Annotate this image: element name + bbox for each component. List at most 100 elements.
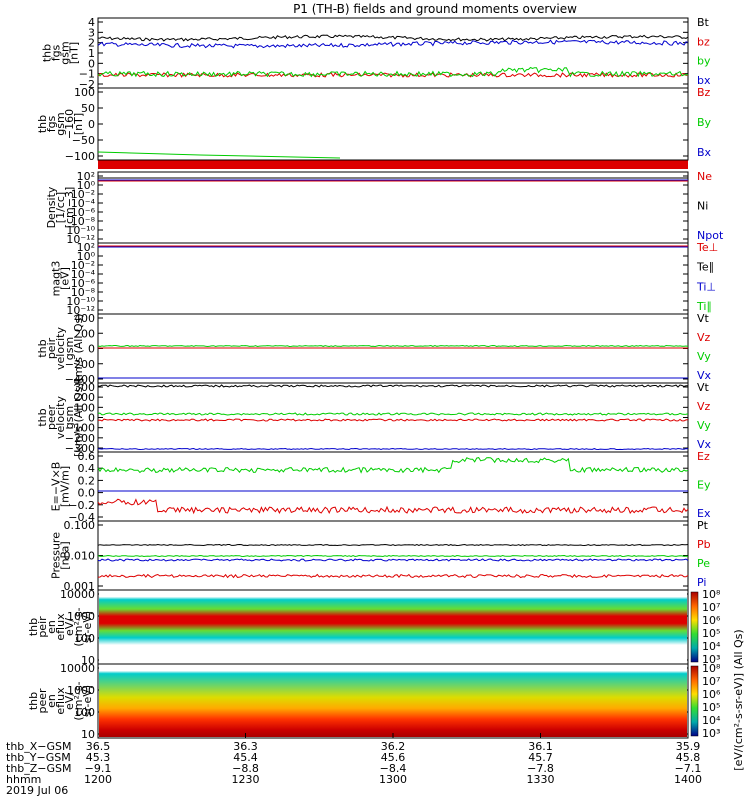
y-axis-label: [nT]	[68, 42, 81, 64]
x-tick-label: 36.3	[233, 740, 258, 753]
colorbar-tick: 10⁷	[702, 601, 720, 614]
legend-ne: Ne	[697, 170, 712, 183]
peer-spectrogram	[99, 665, 687, 737]
y-tick-label: 0.010	[64, 550, 96, 563]
legend-vx: Vx	[697, 369, 712, 382]
y-tick-label: 10	[81, 654, 95, 667]
x-tick-label: −7.8	[527, 762, 554, 775]
x-tick-label: 1230	[232, 773, 260, 786]
y-axis-label: [mV/m]	[59, 466, 72, 507]
legend-vz: Vz	[697, 331, 711, 344]
y-axis-label: fgs	[50, 44, 63, 61]
legend-vy: Vy	[697, 350, 711, 363]
y-tick-label: 100	[74, 401, 95, 414]
x-tick-label: 35.9	[676, 740, 701, 753]
x-row-label: hhmm	[6, 773, 41, 786]
legend-bt: Bt	[697, 16, 710, 29]
legend-ez: Ez	[697, 450, 710, 463]
y-axis-label: (cm²-s-	[72, 607, 85, 646]
by-dc-line	[97, 151, 341, 159]
vx-line	[97, 447, 689, 451]
y-axis-label: Density	[45, 186, 58, 228]
y-tick-label: 10⁻¹⁰	[66, 295, 95, 308]
colorbar-peir	[690, 591, 699, 663]
y-tick-label: −200	[65, 358, 95, 371]
y-axis-label: velocity	[54, 327, 67, 370]
y-tick-label: 100	[74, 706, 95, 719]
y-tick-label: 200	[74, 327, 95, 340]
y-tick-label: 10⁻⁸	[71, 215, 96, 228]
y-axis-label: [nPa]	[59, 541, 72, 569]
pi-line	[97, 558, 689, 562]
y-tick-label: 300	[74, 381, 95, 394]
legend-bz: Bz	[697, 86, 711, 99]
legend-pb: Pb	[697, 538, 711, 551]
y-axis-label: gsm	[54, 112, 67, 135]
y-axis-label: km/s (All Qs)	[72, 313, 85, 383]
colorbar-tick: 10⁴	[702, 640, 721, 653]
colorbar-tick: 10⁸	[702, 662, 721, 675]
y-axis-label: thb	[36, 408, 49, 426]
y-tick-label: 50	[81, 102, 95, 115]
x-tick-label: 1200	[84, 773, 112, 786]
y-axis-label: (cm²-s-	[72, 681, 85, 720]
y-tick-label: 10⁰	[77, 250, 96, 263]
colorbar-tick: 10⁸	[702, 588, 721, 601]
y-tick-label: 4	[88, 16, 95, 29]
y-tick-label: 10⁻⁴	[71, 197, 96, 210]
colorbar-tick: 10³	[702, 653, 720, 666]
x-row-label: 2019 Jul 06	[6, 784, 68, 797]
y-axis-label: thb	[36, 339, 49, 357]
legend-ti∥: Ti∥	[696, 300, 712, 313]
y-axis-label: thb	[27, 692, 40, 710]
peir-spectrogram	[99, 591, 687, 663]
x-tick-label: 1300	[379, 773, 407, 786]
by-line	[97, 66, 689, 78]
colorbar-tick: 10⁶	[702, 614, 721, 627]
legend-ex: Ex	[697, 507, 711, 520]
y-tick-label: 0.100	[64, 519, 96, 532]
x-tick-label: 36.1	[528, 740, 553, 753]
y-axis-label: [1/cc]	[54, 192, 67, 223]
legend-bz: bz	[697, 35, 710, 48]
y-axis-label: [nT]	[72, 113, 85, 135]
pt-line	[97, 543, 689, 547]
y-tick-label: −1	[79, 68, 95, 81]
y-tick-label: 10⁻¹²	[66, 233, 95, 246]
y-axis-label: eV/	[63, 618, 76, 636]
x-tick-label: 45.7	[528, 751, 553, 764]
legend-te∥: Te∥	[696, 261, 714, 274]
legend-vz: Vz	[697, 400, 711, 413]
legend-by: by	[697, 55, 711, 68]
y-tick-label: −200	[65, 432, 95, 445]
y-tick-label: 10⁻⁸	[71, 286, 96, 299]
bx-line	[97, 39, 689, 49]
y-tick-label: 0.4	[78, 462, 96, 475]
y-axis-label: en	[45, 620, 58, 634]
y-tick-label: 2	[88, 37, 95, 50]
y-tick-label: −100	[65, 150, 95, 163]
legend-vy: Vy	[697, 419, 711, 432]
y-axis-label: eflux	[54, 613, 67, 641]
legend-vx: Vx	[697, 438, 712, 451]
y-tick-label: 10⁻²	[71, 188, 95, 201]
x-tick-label: 45.4	[233, 751, 258, 764]
y-axis-label: sr-eV)	[81, 611, 94, 643]
y-axis-label: [km/s (All Qs)]	[72, 378, 85, 457]
colorbar-label: [eV/(cm²-s-sr-eV)] (All Qs)	[732, 629, 745, 770]
y-axis-label: peir	[36, 616, 49, 638]
y-tick-label: 0.001	[64, 580, 96, 593]
ez-line	[97, 498, 689, 515]
vy-line	[97, 344, 689, 348]
y-tick-label: 0	[88, 412, 95, 425]
y-axis-label: gsm	[63, 337, 76, 360]
y-axis-label: magt3	[50, 261, 63, 297]
legend-by: By	[697, 116, 712, 129]
x-tick-label: 45.3	[86, 751, 111, 764]
y-axis-label: peir	[45, 337, 58, 359]
y-axis-label: thb	[27, 618, 40, 636]
colorbar-peer	[690, 665, 699, 737]
x-tick-label: −7.1	[675, 762, 702, 775]
x-tick-label: 45.8	[676, 751, 701, 764]
